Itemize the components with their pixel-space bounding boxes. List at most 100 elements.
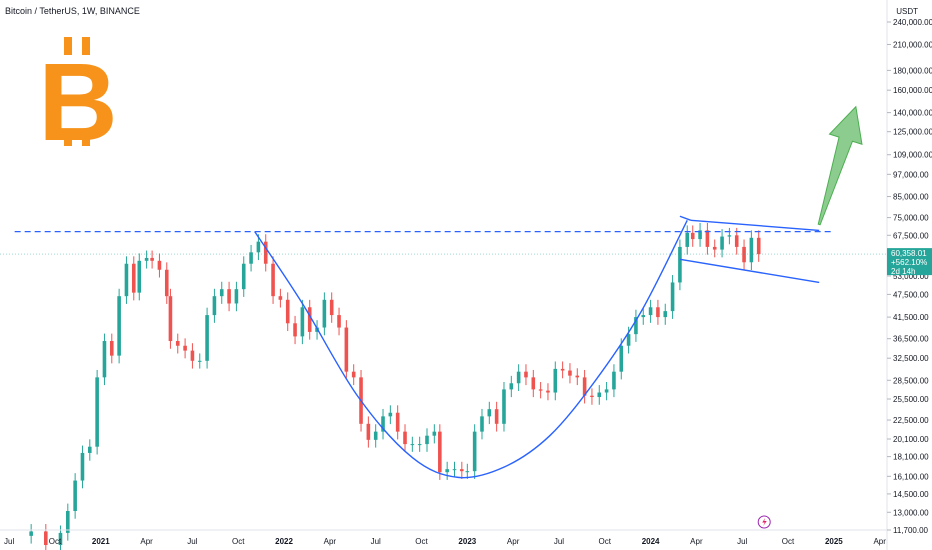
lightning-bolt	[762, 518, 767, 526]
flag-upper-tail-line	[679, 215, 692, 221]
candle-body	[487, 409, 492, 417]
price-tick-label: 180,000.00	[893, 66, 932, 75]
candle-body	[150, 257, 154, 261]
candle-body	[175, 341, 180, 346]
axis-currency-label: USDT	[896, 7, 918, 16]
chart-title: Bitcoin / TetherUS, 1W, BINANCE	[5, 6, 140, 16]
price-tick-label: 160,000.00	[893, 86, 932, 95]
candle-body	[472, 431, 477, 472]
price-tick-label: 11,700.00	[893, 526, 929, 535]
candle-body	[597, 392, 602, 398]
candle-body	[480, 416, 484, 432]
price-tick-label: 140,000.00	[893, 109, 932, 118]
candle-body	[619, 345, 624, 372]
candle-body	[102, 341, 107, 378]
candle-body	[410, 444, 415, 446]
candle-body	[373, 431, 378, 440]
candle-body	[438, 431, 442, 473]
candle-body	[307, 307, 312, 332]
candle-body	[219, 289, 224, 297]
time-tick-label: 2024	[642, 537, 660, 546]
svg-text:B: B	[38, 41, 117, 164]
bitcoin-logo-icon: B	[38, 37, 118, 164]
candle-body	[271, 263, 275, 297]
candle-body	[95, 377, 99, 447]
candle-body	[403, 431, 407, 445]
time-tick-label: Apr	[324, 537, 337, 546]
price-tick-label: 53,000.00	[893, 272, 929, 281]
candle-body	[553, 368, 558, 393]
candle-body	[460, 469, 464, 472]
candle-body	[205, 315, 209, 361]
candle-body	[131, 263, 136, 293]
candle-body	[756, 237, 761, 255]
candle-body	[452, 469, 457, 471]
candle-body	[432, 431, 437, 436]
candle-body	[190, 350, 195, 361]
candle-body	[494, 409, 499, 424]
candle-body	[183, 345, 187, 351]
price-tick-label: 13,000.00	[893, 508, 929, 517]
time-tick-label: Oct	[415, 537, 428, 546]
candle-body	[278, 296, 283, 300]
candle-body	[80, 452, 85, 481]
candle-body	[604, 389, 609, 393]
candle-body	[678, 246, 682, 283]
candle-body	[300, 307, 305, 337]
candle-body	[137, 260, 142, 293]
candle-body	[241, 263, 246, 290]
candle-body	[381, 416, 385, 432]
candle-body	[351, 371, 356, 378]
cup-curve	[254, 219, 688, 479]
candle-body	[524, 371, 528, 378]
candle-body	[293, 323, 297, 337]
candle-body	[742, 246, 746, 263]
price-change-label: +562.10%	[891, 258, 927, 267]
candle-body	[227, 289, 231, 304]
time-tick-label: Apr	[507, 537, 520, 546]
candle-body	[705, 230, 710, 247]
candle-body	[58, 532, 63, 546]
candle-body	[749, 237, 754, 263]
candle-body	[546, 390, 550, 393]
flag-lower-line	[679, 258, 820, 284]
price-tick-label: 240,000.00	[893, 18, 932, 27]
lightning-icon[interactable]	[757, 515, 771, 529]
candle-body	[685, 232, 690, 247]
price-tick-label: 210,000.00	[893, 40, 932, 49]
candle-body	[337, 315, 341, 328]
time-tick-label: Oct	[49, 537, 62, 546]
time-tick-label: 2022	[275, 537, 293, 546]
candle-body	[157, 260, 162, 270]
candle-body	[263, 241, 268, 264]
price-tick-label: 18,100.00	[893, 453, 929, 462]
last-price-badge: 60,358.01 +562.10% 2d 14h	[887, 248, 932, 276]
candle-body	[727, 235, 732, 237]
candle-body	[234, 289, 239, 304]
candle-body	[212, 296, 217, 316]
price-tick-label: 28,500.00	[893, 376, 929, 385]
price-axis: 240,000.00 210,000.00 180,000.00 160,000.00…	[886, 0, 932, 550]
candle-body	[66, 510, 70, 533]
price-tick-label: 16,100.00	[893, 472, 929, 481]
candle-body	[29, 531, 33, 536]
candle-body	[344, 327, 349, 372]
candle-body	[648, 307, 653, 316]
candle-body	[734, 235, 739, 247]
candle-body	[322, 299, 327, 328]
candle-body	[502, 389, 506, 424]
candle-body	[117, 296, 121, 356]
price-tick-label: 14,500.00	[893, 490, 929, 499]
candle-body	[663, 311, 668, 318]
candle-countdown-label: 2d 14h	[891, 267, 915, 276]
price-tick-label: 97,000.00	[893, 170, 929, 179]
price-tick-label: 22,500.00	[893, 416, 929, 425]
candle-body	[612, 371, 616, 390]
price-tick-label: 32,500.00	[893, 354, 929, 363]
candle-body	[249, 252, 253, 264]
candle-body	[690, 232, 695, 240]
price-tick-label: 125,000.00	[893, 128, 932, 137]
price-tick-label: 109,000.00	[893, 151, 932, 160]
candle-body	[329, 299, 334, 316]
